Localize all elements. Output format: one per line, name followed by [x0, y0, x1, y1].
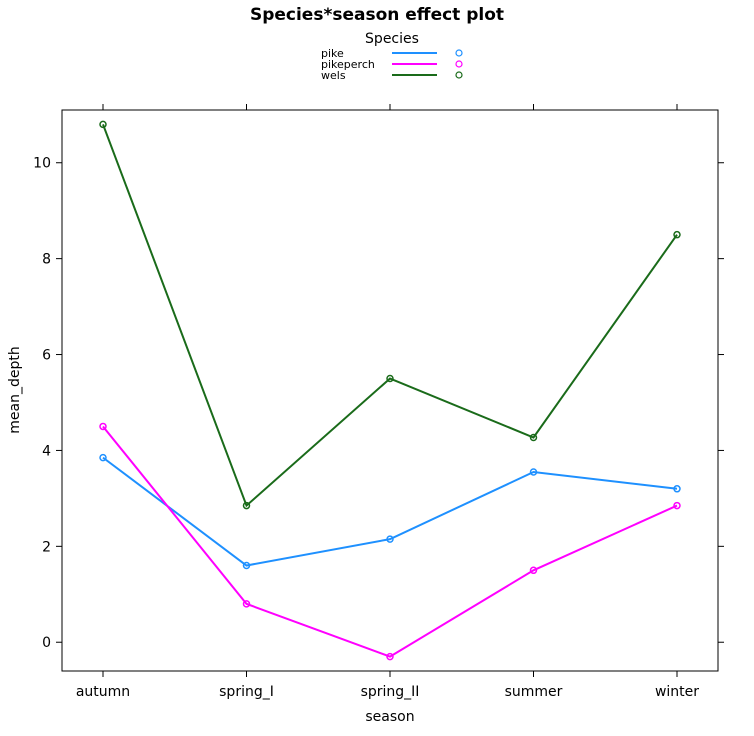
y-tick-label: 6	[42, 348, 51, 364]
y-axis-label: mean_depth	[7, 346, 23, 433]
data-point-pikeperch	[99, 422, 107, 431]
data-point-wels	[673, 230, 681, 239]
x-tick-label: spring_I	[219, 684, 274, 700]
y-tick-label: 0	[42, 635, 51, 651]
y-tick-label: 2	[42, 539, 51, 555]
x-tick-label: summer	[505, 684, 563, 700]
x-tick-label: winter	[655, 684, 699, 700]
data-point-pikeperch	[242, 600, 251, 608]
legend-label-pikeperch: pikeperch	[321, 58, 375, 71]
x-tick-label: spring_II	[361, 684, 420, 700]
legend-title: Species	[365, 31, 419, 47]
data-point-pike	[386, 535, 394, 543]
data-point-pike	[242, 561, 251, 570]
axes: autumn spring_I spring_II summer winter 0 2 4 6 8…	[33, 104, 724, 700]
plot-frame	[61, 109, 719, 672]
data-point-pike	[529, 468, 538, 476]
x-tick-label: autumn	[76, 684, 130, 700]
legend-label-pike: pike	[321, 47, 344, 60]
series-line-pikeperch	[102, 425, 678, 658]
data-point-pike	[99, 453, 107, 462]
chart-title: Species*season effect plot	[250, 5, 504, 25]
data-point-pikeperch	[529, 566, 538, 575]
data-point-pikeperch	[386, 652, 394, 661]
data-point-wels	[242, 501, 251, 510]
data-point-wels	[386, 374, 394, 383]
y-tick-label: 10	[33, 156, 51, 172]
data-point-pike	[673, 485, 681, 493]
data-point-wels	[529, 433, 538, 442]
legend-label-wels: wels	[321, 69, 346, 82]
series-group	[99, 120, 681, 661]
legend-point-pike	[455, 49, 463, 57]
legend-point-pikeperch	[455, 60, 463, 68]
series-line-pike	[102, 456, 678, 567]
y-tick-label: 4	[42, 443, 51, 459]
legend-point-wels	[455, 71, 463, 79]
y-tick-label: 8	[42, 252, 51, 268]
data-point-pikeperch	[673, 501, 681, 510]
data-point-wels	[99, 120, 107, 129]
x-axis-label: season	[365, 709, 414, 725]
series-line-wels	[102, 124, 678, 508]
